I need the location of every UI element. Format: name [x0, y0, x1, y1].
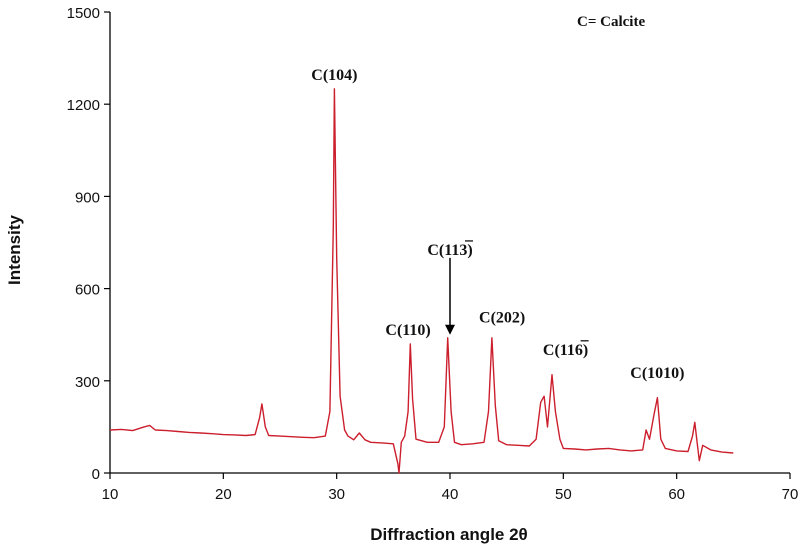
peak-label: C(104)	[311, 67, 357, 84]
y-tick-label: 600	[75, 282, 100, 299]
xrd-pattern-line	[109, 88, 734, 474]
peak-arrow-head	[445, 324, 455, 335]
y-tick-label: 900	[75, 189, 100, 206]
y-tick-label: 0	[92, 466, 100, 483]
peak-label: C(113)	[427, 242, 472, 259]
x-axis-title: Diffraction angle 2θ	[370, 525, 528, 544]
peak-label: C(116)	[543, 342, 588, 359]
x-tick-label: 60	[668, 486, 685, 503]
y-tick-label: 300	[75, 374, 100, 391]
y-axis-title: Intensity	[5, 215, 24, 285]
x-tick-label: 10	[102, 486, 119, 503]
y-tick-label: 1500	[67, 5, 100, 22]
ticks: 10 20 30 40 50 60 70 0 300 600 900 1200 1500	[67, 5, 799, 503]
x-tick-label: 50	[555, 486, 572, 503]
y-tick-label: 1200	[67, 97, 100, 114]
peak-label: C(202)	[479, 310, 525, 327]
x-tick-label: 30	[328, 486, 345, 503]
annotations-layer: C(104) C(110) C(113) C(202) C(116) C(1010)	[311, 67, 684, 382]
x-tick-label: 20	[215, 486, 232, 503]
peak-label: C(110)	[385, 322, 430, 339]
x-tick-label: 40	[442, 486, 459, 503]
x-tick-label: 70	[782, 486, 799, 503]
series-layer	[109, 88, 734, 474]
legend-note: C= Calcite	[577, 14, 645, 30]
peak-label: C(1010)	[630, 365, 684, 382]
